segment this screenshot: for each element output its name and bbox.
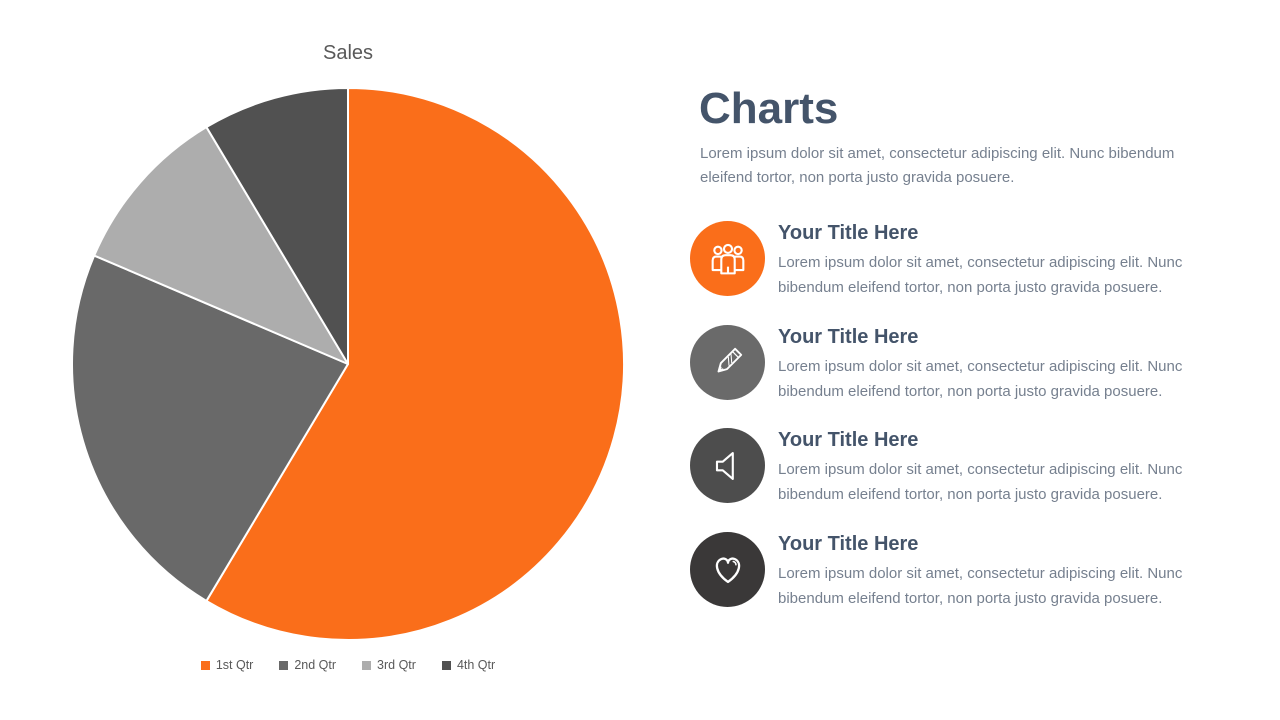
pie-slice-3rd-qtr [93,126,349,365]
legend-marker [200,660,210,670]
chart-legend: 1st Qtr 2nd Qtr 3rd Qtr 4th Qtr [70,658,626,672]
legend-item: 1st Qtr [200,658,254,672]
item-text: Your Title Here Lorem ipsum dolor sit am… [778,532,1202,607]
legend-marker [362,660,372,670]
item-title: Your Title Here [778,222,919,244]
speaker-icon [715,451,734,480]
legend-item: 4th Qtr [441,658,496,672]
list-item: Your Title Here Lorem ipsum dolor sit am… [690,324,1202,400]
item-text: Your Title Here Lorem ipsum dolor sit am… [778,428,1202,503]
item-icon-circle [690,428,765,503]
legend-label: 2nd Qtr [294,658,337,672]
people-icon [711,243,744,274]
item-title: Your Title Here [778,325,919,348]
feature-list: Your Title Here Lorem ipsum dolor sit am… [690,221,1202,635]
legend-marker [441,660,451,670]
heart-icon [715,557,740,584]
item-text: Your Title Here Lorem ipsum dolor sit am… [778,325,1202,400]
legend-label: 1st Qtr [215,658,254,672]
legend-label: 4th Qtr [456,658,496,672]
item-title: Your Title Here [778,532,919,555]
item-body: Lorem ipsum dolor sit amet, consectetur … [778,357,1183,400]
page-title: Charts [699,84,839,133]
legend-label: 3rd Qtr [377,658,416,672]
chart-title: Sales [322,42,374,64]
item-title: Your Title Here [778,429,919,451]
legend-item: 3rd Qtr [362,658,416,672]
legend-item: 2nd Qtr [279,658,336,672]
item-body: Lorem ipsum dolor sit amet, consectetur … [778,564,1183,607]
page-subtitle: Lorem ipsum dolor sit amet, consectetur … [700,145,1175,186]
list-item: Your Title Here Lorem ipsum dolor sit am… [690,531,1202,607]
item-body: Lorem ipsum dolor sit amet, consectetur … [778,254,1183,296]
pie-slice-2nd-qtr [71,254,349,602]
pencil-icon [717,347,742,373]
list-item: Your Title Here Lorem ipsum dolor sit am… [690,428,1202,503]
legend-marker [279,660,289,670]
item-text: Your Title Here Lorem ipsum dolor sit am… [778,221,1202,296]
item-body: Lorem ipsum dolor sit amet, consectetur … [778,461,1183,503]
item-icon-circle [690,531,765,607]
item-icon-circle [690,324,765,400]
pie-slice-4th-qtr [205,87,349,365]
sales-pie-chart [71,87,625,641]
pie-slice-1st-qtr [205,87,625,641]
list-item: Your Title Here Lorem ipsum dolor sit am… [690,221,1202,296]
item-icon-circle [690,221,765,296]
